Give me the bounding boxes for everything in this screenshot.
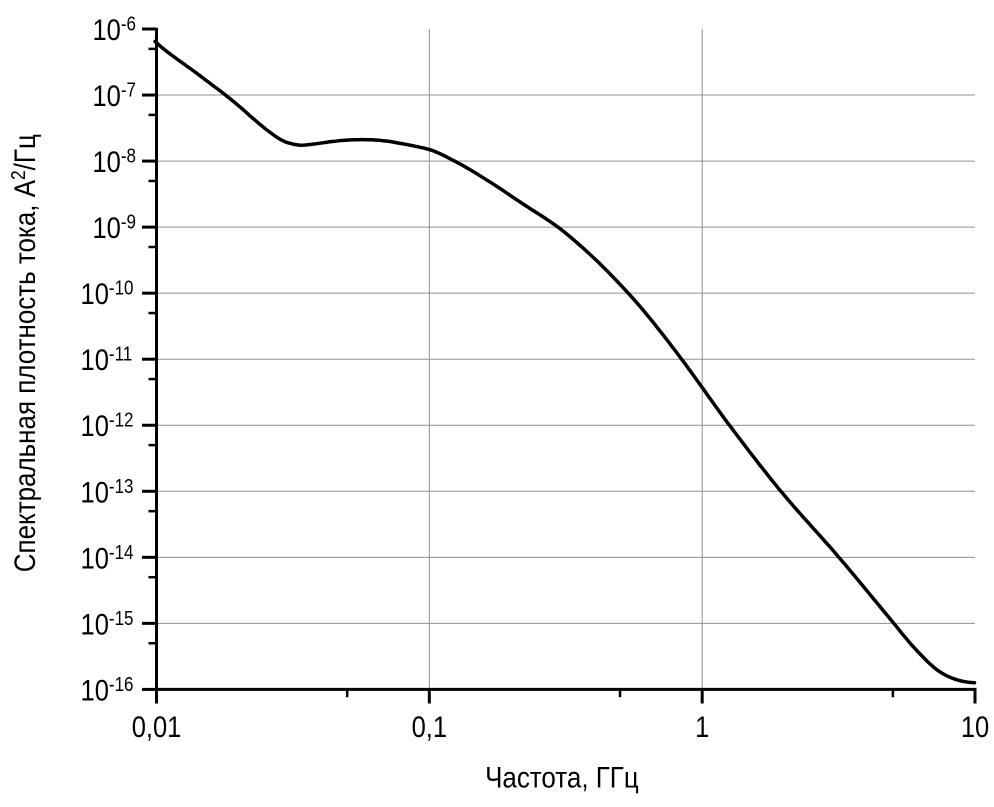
svg-text:10-8: 10-8 (93, 144, 136, 178)
svg-text:0,01: 0,01 (132, 710, 182, 743)
svg-text:0,1: 0,1 (412, 710, 447, 743)
svg-text:10-7: 10-7 (93, 78, 136, 112)
svg-text:10-10: 10-10 (81, 276, 134, 310)
svg-text:Частота, ГГц: Частота, ГГц (485, 761, 639, 794)
svg-text:Спектральная плотность тока, А: Спектральная плотность тока, А2/Гц (7, 134, 42, 572)
svg-text:1: 1 (695, 710, 709, 743)
svg-text:10-11: 10-11 (81, 342, 133, 376)
svg-text:10-9: 10-9 (93, 210, 136, 244)
svg-text:10: 10 (961, 710, 989, 743)
